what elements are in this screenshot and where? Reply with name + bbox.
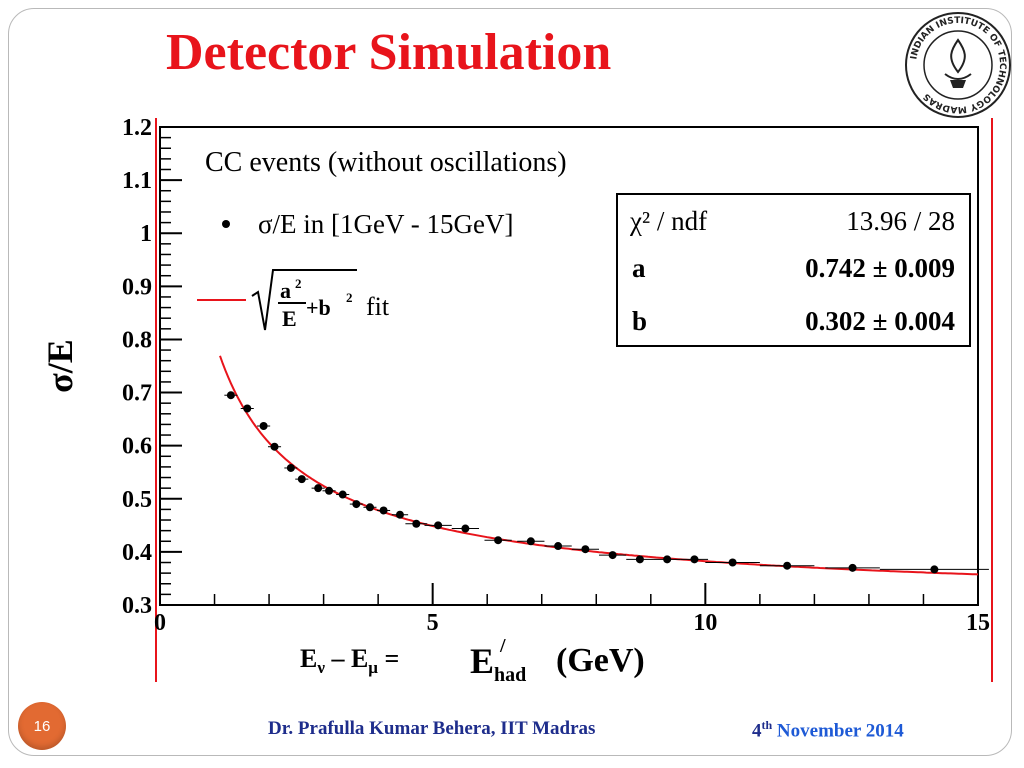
plot-right-edge (991, 118, 993, 682)
data-point (690, 555, 699, 564)
data-point (635, 555, 644, 564)
plot-left-edge (155, 118, 157, 682)
data-point (259, 422, 268, 431)
data-point (930, 565, 939, 574)
fit-curve (219, 355, 979, 576)
slide-frame (8, 8, 1012, 756)
data-point (412, 519, 421, 528)
x-tick-label: 0 (154, 610, 166, 636)
energy-equation: Eν – Eμ = (300, 644, 400, 678)
x-tick-label: 10 (693, 610, 717, 636)
y-axis: 0.3 0.4 0.5 0.6 0.7 0.8 0.9 1 1.1 1.2 (122, 115, 182, 619)
plot-area (159, 126, 979, 606)
stats-value-b: 0.302 ± 0.004 (805, 306, 955, 336)
data-point (554, 542, 563, 551)
legend-points-label: σ/E in [1GeV - 15GeV] (258, 209, 514, 239)
slide-title: Detector Simulation (166, 24, 612, 81)
x-axis-label-unit: (GeV) (556, 642, 645, 679)
data-point (728, 558, 737, 567)
data-point (297, 475, 306, 484)
stats-label-a: a (632, 253, 646, 283)
data-point (581, 545, 590, 554)
x-tick-label: 5 (427, 610, 439, 636)
data-point (395, 510, 404, 519)
legend-point-marker (222, 220, 230, 228)
y-tick-label: 0.3 (122, 593, 152, 619)
data-point (325, 486, 334, 495)
y-tick-label: 0.9 (122, 274, 152, 300)
date-day: 4 (752, 720, 762, 742)
y-tick-label: 1.1 (122, 168, 152, 194)
x-axis-label: E had / (GeV) (470, 635, 645, 686)
stats-value-a: 0.742 ± 0.009 (805, 253, 955, 283)
stats-value-chi2: 13.96 / 28 (846, 206, 955, 236)
legend-formula-E: E (282, 306, 297, 331)
fit-curve-group (219, 355, 979, 576)
data-point (365, 503, 374, 512)
data-point (434, 521, 443, 530)
legend-formula-b: +b (306, 295, 331, 320)
stats-box (616, 193, 971, 347)
data-point (526, 537, 535, 546)
footer-date: 4th November 2014 (752, 718, 904, 742)
date-rest: November 2014 (776, 720, 904, 742)
y-axis-label: σ/E (40, 339, 80, 393)
legend-sqrt-sign (251, 269, 357, 331)
iit-madras-seal-icon: INDIAN INSTITUTE OF TECHNOLOGY MADRAS (905, 12, 1011, 118)
svg-text:2: 2 (346, 290, 353, 305)
data-point (352, 500, 361, 509)
data-point (379, 506, 388, 515)
x-axis-label-sub: had (494, 664, 526, 686)
data-point (314, 484, 323, 493)
y-tick-label: 1.2 (122, 115, 152, 141)
data-point (663, 555, 672, 564)
y-tick-label: 1 (140, 221, 152, 247)
svg-text:2: 2 (295, 276, 302, 291)
x-axis-label-main: E (470, 641, 494, 681)
footer-author: Dr. Prafulla Kumar Behera, IIT Madras (268, 718, 596, 739)
legend-formula-a: a (280, 278, 291, 303)
data-point (338, 490, 347, 499)
y-tick-label: 0.5 (122, 487, 152, 513)
page-number-badge: 16 (18, 702, 66, 750)
data-points (224, 391, 989, 574)
stats-label-chi2: χ² / ndf (629, 206, 707, 236)
y-tick-label: 0.7 (122, 381, 152, 407)
y-tick-label: 0.6 (122, 434, 152, 460)
legend-fit-label: fit (366, 292, 390, 321)
data-point (783, 561, 792, 570)
y-tick-label: 0.8 (122, 327, 152, 353)
x-axis: 0 5 10 15 (154, 583, 990, 636)
data-point (461, 524, 470, 533)
data-point (608, 551, 617, 560)
x-axis-label-sup: / (499, 635, 506, 657)
data-point (286, 463, 295, 472)
data-point (494, 536, 503, 545)
y-tick-label: 0.4 (122, 540, 152, 566)
chart-title: CC events (without oscillations) (205, 147, 567, 178)
x-tick-label: 15 (966, 610, 990, 636)
data-point (226, 391, 235, 400)
data-point (243, 404, 252, 413)
data-point (848, 563, 857, 572)
stats-label-b: b (632, 306, 647, 336)
data-point (270, 442, 279, 451)
date-suffix: th (761, 718, 773, 732)
